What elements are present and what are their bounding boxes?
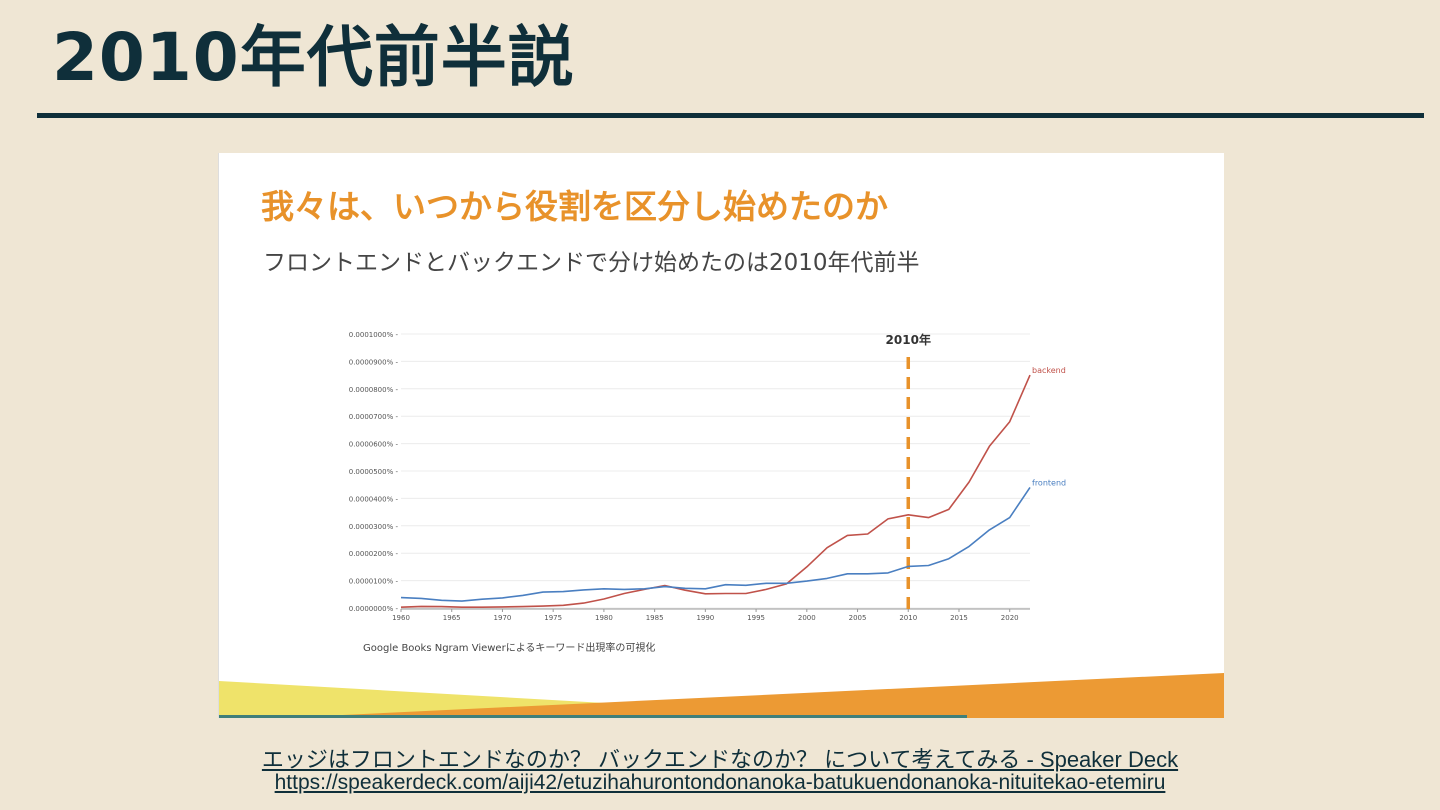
x-tick-label: 1990 [696,614,714,622]
x-tick-label: 2005 [849,614,867,622]
chart-series: backend frontend [400,366,1066,608]
y-tick-label: 0.0000600% - [349,441,399,449]
x-tick-label: 2015 [950,614,968,622]
ngram-line-chart: 0.0001000% - 0.0000900% - 0.0000800% - 0.00… [219,331,1224,718]
y-tick-label: 0.0000300% - [349,523,399,531]
y-tick-label: 0.0000900% - [349,358,399,366]
series-line-frontend [400,486,1031,602]
speaker-deck-title-link[interactable]: エッジはフロントエンドなのか？ バックエンドなのか？ について考えてみる - S… [261,747,1179,772]
y-tick-label: 0.0000200% - [349,550,399,558]
y-tick-label: 0.0000100% - [349,578,399,586]
slide-title: 我々は、いつから役割を区分し始めたのか [261,187,888,226]
embedded-slide-image: 我々は、いつから役割を区分し始めたのか フロントエンドとバックエンドで分け始めた… [218,153,1224,718]
slide-subtitle: フロントエンドとバックエンドで分け始めたのは2010年代前半 [263,250,920,276]
x-tick-label: 1965 [443,614,461,622]
y-tick-label: 0.0000700% - [349,413,399,421]
x-tick-label: 2000 [798,614,816,622]
heading-divider [37,113,1424,118]
x-tick-label: 1980 [595,614,613,622]
x-tick-label: 1970 [494,614,512,622]
y-tick-label: 0.0001000% - [349,331,399,339]
x-tick-label: 1960 [392,614,410,622]
y-tick-label: 0.0000800% - [349,386,399,394]
x-tick-label: 1975 [544,614,562,622]
teal-edge [219,715,967,718]
year-marker-label: 2010年 [886,332,931,347]
series-label-frontend: frontend [1032,478,1066,487]
page-heading: 2010年代前半説 [52,19,575,96]
series-label-backend: backend [1032,366,1066,375]
speaker-deck-url-link[interactable]: https://speakerdeck.com/aiji42/etuzihahu… [274,771,1166,794]
chart-caption: Google Books Ngram Viewerによるキーワード出現率の可視化 [363,643,656,654]
chart-axes: 0.0001000% - 0.0000900% - 0.0000800% - 0.00… [349,331,1030,622]
x-tick-label: 2020 [1001,614,1019,622]
x-tick-label: 1985 [646,614,664,622]
series-line-backend [400,374,1031,608]
y-tick-label: 0.0000400% - [349,495,399,503]
orange-band [279,673,1224,718]
chart-grid [401,333,1030,609]
slide-decoration [219,673,1224,718]
y-tick-label: 0.0000000% - [349,605,399,613]
y-tick-label: 0.0000500% - [349,468,399,476]
x-tick-label: 2010 [899,614,917,622]
year-marker: 2010年 [886,332,931,614]
x-tick-label: 1995 [747,614,765,622]
